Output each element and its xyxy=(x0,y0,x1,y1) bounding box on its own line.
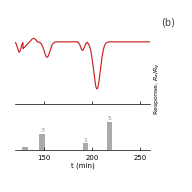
Bar xyxy=(22,147,28,150)
Bar xyxy=(83,143,88,150)
Text: (b): (b) xyxy=(161,17,175,27)
Text: 5: 5 xyxy=(108,116,111,121)
Bar xyxy=(39,133,45,150)
X-axis label: t (min): t (min) xyxy=(71,162,94,169)
Text: 1: 1 xyxy=(84,137,87,142)
Bar xyxy=(107,122,112,150)
Text: Response, $R_a$/$R_g$: Response, $R_a$/$R_g$ xyxy=(152,62,163,115)
Text: 3: 3 xyxy=(40,128,44,133)
